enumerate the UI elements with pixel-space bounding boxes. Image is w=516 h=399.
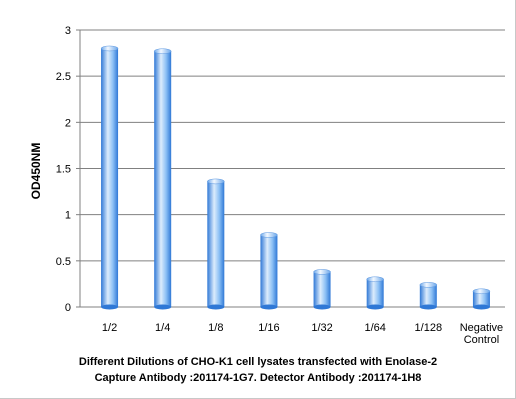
bar <box>472 288 491 310</box>
x-tick-label: 1/16 <box>258 322 279 334</box>
y-tick-label: 0.5 <box>56 256 71 268</box>
chart-caption-line-1: Different Dilutions of CHO-K1 cell lysat… <box>78 356 438 368</box>
x-tick-label: 1/128 <box>415 322 443 334</box>
y-tick-label: 3 <box>65 25 71 37</box>
bar <box>313 269 331 310</box>
gridlines <box>80 29 505 262</box>
bar <box>419 282 438 310</box>
x-tick-label: 1/4 <box>155 322 170 334</box>
bar <box>207 178 225 310</box>
x-tick-label: 1/8 <box>208 322 223 334</box>
bar <box>153 48 172 310</box>
x-tick-labels: 1/2 1/4 1/8 1/16 1/32 1/64 1/128 Negative Contro… <box>102 322 503 346</box>
x-tick-label: 1/64 <box>364 322 385 334</box>
x-tick-label: 1/2 <box>102 322 117 334</box>
bars <box>100 45 491 310</box>
bar <box>100 45 119 310</box>
y-tick-label: 0 <box>65 302 71 314</box>
y-axis-label: OD450NM <box>29 143 43 200</box>
y-tick-label: 2.5 <box>56 71 71 83</box>
y-tick-label: 2 <box>65 117 71 129</box>
x-tick-label: 1/32 <box>311 322 332 334</box>
y-tick-label: 1.5 <box>56 164 71 176</box>
y-tick-label: 1 <box>65 210 71 222</box>
bar <box>366 276 384 310</box>
y-tick-labels: 0 0.5 1 1.5 2 2.5 3 <box>56 25 71 314</box>
bar <box>260 232 278 310</box>
chart-caption-line-2: Capture Antibody :201174-1G7. Detector A… <box>94 372 422 384</box>
x-tick-label: Negative Control <box>460 322 503 346</box>
